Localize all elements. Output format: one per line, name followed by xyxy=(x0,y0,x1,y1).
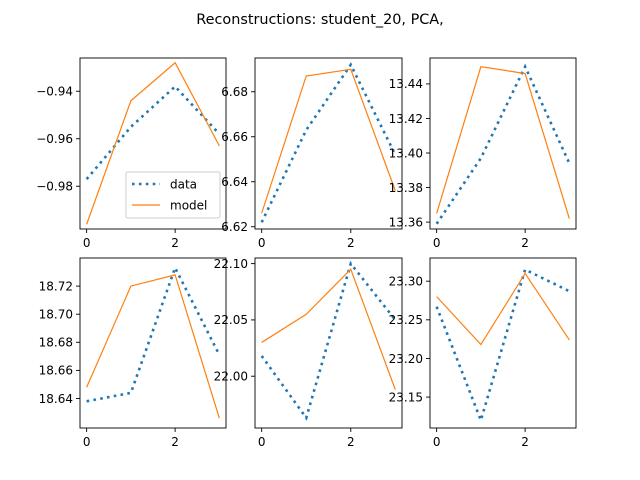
y-tick-label: 23.20 xyxy=(389,352,423,366)
x-tick-label: 0 xyxy=(433,435,441,449)
y-tick-label: 13.36 xyxy=(389,215,423,229)
subplot-1: −0.98 −0.96 −0.94 0 2 data model xyxy=(36,57,227,250)
y-tick-label: 13.38 xyxy=(389,181,423,195)
y-tick-label: 18.70 xyxy=(39,307,73,321)
y-tick-label: −0.98 xyxy=(36,180,73,194)
y-tick-label: 18.68 xyxy=(39,336,73,350)
y-tick-label: 13.44 xyxy=(389,77,423,91)
axes-frame xyxy=(429,257,577,429)
subplot-6: 23.15 23.20 23.25 23.30 0 2 xyxy=(389,257,577,449)
series-data-line xyxy=(86,264,221,403)
x-tick-label: 2 xyxy=(521,236,529,250)
subplot-5: 22.00 22.05 22.10 0 2 xyxy=(214,257,403,449)
series-model-line xyxy=(261,68,396,214)
series-data-line xyxy=(260,62,397,223)
legend-label-data: data xyxy=(170,177,197,191)
y-tick-label: 18.64 xyxy=(39,392,73,406)
series-model-line xyxy=(436,65,570,219)
subplot-3: 13.36 13.38 13.40 13.42 13.44 0 2 xyxy=(389,57,577,250)
figure-title: Reconstructions: student_20, PCA, xyxy=(196,12,443,28)
y-tick-label: 22.10 xyxy=(214,257,248,271)
x-tick-label: 0 xyxy=(433,236,441,250)
subplots-grid: −0.98−0.96−0.940 2datamodel6.626.646.666.… xyxy=(36,57,577,449)
axes-frame xyxy=(79,57,227,230)
x-tick-label: 0 xyxy=(258,236,266,250)
series-data-line xyxy=(435,63,571,225)
legend-label-model: model xyxy=(170,198,207,212)
y-tick-label: 23.30 xyxy=(389,274,423,288)
y-tick-label: 6.64 xyxy=(221,175,248,189)
x-tick-label: 2 xyxy=(347,435,355,449)
x-tick-label: 2 xyxy=(347,236,355,250)
subplot-4: 18.64 18.66 18.68 18.70 18.72 0 2 xyxy=(39,257,227,449)
axes-frame xyxy=(254,257,403,429)
y-tick-label: 18.72 xyxy=(39,279,73,293)
y-tick-label: 6.66 xyxy=(221,130,248,144)
legend-box xyxy=(125,171,221,219)
y-tick-label: 13.40 xyxy=(389,146,423,160)
series-model-line xyxy=(261,268,396,390)
series-model-line xyxy=(436,272,570,346)
x-tick-label: 0 xyxy=(83,435,91,449)
y-tick-label: 22.00 xyxy=(214,370,248,384)
x-tick-label: 2 xyxy=(171,236,179,250)
series-model-line xyxy=(86,61,220,225)
y-tick-label: 23.15 xyxy=(389,390,423,404)
y-tick-label: 6.68 xyxy=(221,85,248,99)
axes-frame xyxy=(429,57,577,230)
y-tick-label: −0.94 xyxy=(36,85,73,99)
y-tick-label: 23.25 xyxy=(389,313,423,327)
x-tick-label: 0 xyxy=(258,435,266,449)
x-tick-label: 0 xyxy=(83,236,91,250)
x-tick-label: 2 xyxy=(521,435,529,449)
y-tick-label: 13.42 xyxy=(389,112,423,126)
x-tick-label: 2 xyxy=(171,435,179,449)
series-data-line xyxy=(260,260,397,421)
series-data-line xyxy=(85,84,221,180)
y-tick-label: −0.96 xyxy=(36,132,73,146)
axes-frame xyxy=(79,257,227,429)
axes-frame xyxy=(254,57,403,230)
legend: data model xyxy=(125,171,221,219)
series-model-line xyxy=(86,274,220,419)
subplot-2: 6.62 6.64 6.66 6.68 0 2 xyxy=(221,57,403,250)
series-data-line xyxy=(435,267,570,425)
y-tick-label: 18.66 xyxy=(39,364,73,378)
y-tick-label: 6.62 xyxy=(221,220,248,234)
y-tick-label: 22.05 xyxy=(214,313,248,327)
